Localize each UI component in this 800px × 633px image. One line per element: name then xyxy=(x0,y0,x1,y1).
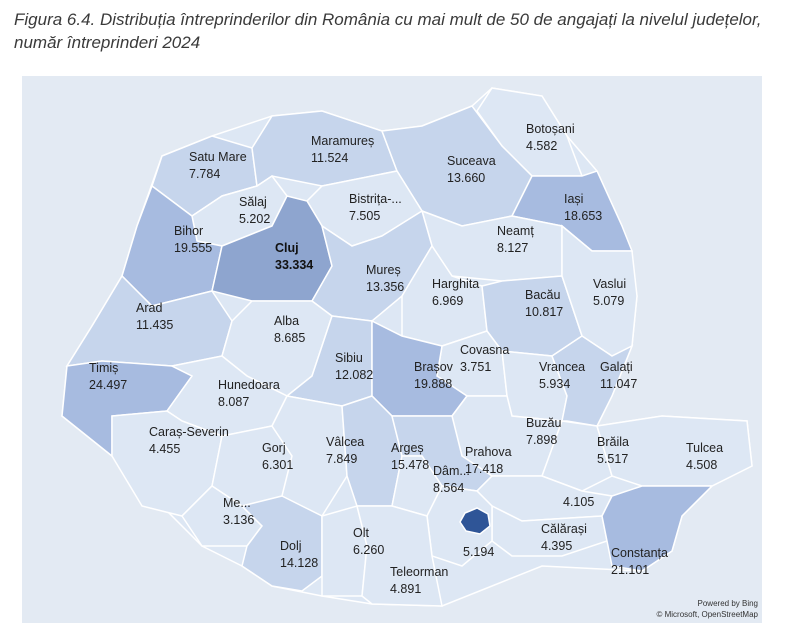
county-value-mures: 13.356 xyxy=(366,280,404,294)
county-name-caras: Caraș-Severin xyxy=(149,425,229,439)
county-shape-constanta[interactable] xyxy=(601,485,714,572)
county-value-covasna: 3.751 xyxy=(460,360,491,374)
county-name-vrancea: Vrancea xyxy=(539,360,585,374)
county-name-neamt: Neamț xyxy=(497,224,534,238)
county-value-satu-mare: 7.784 xyxy=(189,167,220,181)
county-labels: Satu Mare 7.784 Maramureș 11.524 Botoșani 4.5… xyxy=(89,122,723,596)
county-name-sibiu: Sibiu xyxy=(335,351,363,365)
county-name-hunedoara: Hunedoara xyxy=(218,378,280,392)
county-value-teleorman: 4.891 xyxy=(390,582,421,596)
county-value-mehedinti: 3.136 xyxy=(223,513,254,527)
county-name-satu-mare: Satu Mare xyxy=(189,150,247,164)
attribution-powered: Powered by Bing xyxy=(697,599,758,608)
county-value-galati: 11.047 xyxy=(600,377,637,391)
county-value-iasi: 18.653 xyxy=(564,209,602,223)
county-name-teleorman: Teleorman xyxy=(390,565,448,579)
county-shape-galati[interactable] xyxy=(551,335,634,427)
county-name-braila: Brăila xyxy=(597,435,629,449)
romania-map[interactable]: Satu Mare 7.784 Maramureș 11.524 Botoșani 4.5… xyxy=(22,76,762,623)
county-name-dambovita: Dâm... xyxy=(433,464,470,478)
county-name-olt: Olt xyxy=(353,526,370,540)
county-value-prahova: 17.418 xyxy=(465,462,503,476)
county-value-botosani: 4.582 xyxy=(526,139,557,153)
county-value-arad: 11.435 xyxy=(136,318,173,332)
county-value-dambovita: 8.564 xyxy=(433,481,464,495)
county-value-harghita: 6.969 xyxy=(432,294,463,308)
county-shape-teleorman[interactable] xyxy=(356,505,443,607)
county-name-prahova: Prahova xyxy=(465,445,512,459)
county-name-valcea: Vâlcea xyxy=(326,435,364,449)
county-value-bihor: 19.555 xyxy=(174,241,212,255)
county-value-braila: 5.517 xyxy=(597,452,628,466)
county-name-iasi: Iași xyxy=(564,192,583,206)
county-name-calarasi: Călărași xyxy=(541,522,587,536)
county-value-olt: 6.260 xyxy=(353,543,384,557)
county-shape-bucuresti[interactable] xyxy=(459,507,491,535)
county-value-tulcea: 4.508 xyxy=(686,458,717,472)
county-value-buzau: 7.898 xyxy=(526,433,557,447)
county-name-bacau: Bacău xyxy=(525,288,560,302)
county-value-arges: 15.478 xyxy=(391,458,429,472)
county-value-alba: 8.685 xyxy=(274,331,305,345)
figure-title-line1: Figura 6.4. Distribuția întreprinderilor… xyxy=(14,10,762,29)
county-value-vrancea: 5.934 xyxy=(539,377,570,391)
figure-title: Figura 6.4. Distribuția întreprinderilor… xyxy=(14,8,790,54)
county-name-salaj: Sălaj xyxy=(239,195,267,209)
county-name-dolj: Dolj xyxy=(280,539,302,553)
county-name-gorj: Gorj xyxy=(262,441,286,455)
figure-title-line2: număr întreprinderi 2024 xyxy=(14,33,201,52)
county-value-caras: 4.455 xyxy=(149,442,180,456)
county-value-calarasi: 4.395 xyxy=(541,539,572,553)
county-name-mures: Mureș xyxy=(366,263,401,277)
county-value-brasov: 19.888 xyxy=(414,377,452,391)
county-value-neamt: 8.127 xyxy=(497,241,528,255)
county-name-maramures: Maramureș xyxy=(311,134,374,148)
county-shape-braila[interactable] xyxy=(541,420,613,492)
county-shape-dolj[interactable] xyxy=(240,495,323,592)
county-name-vaslui: Vaslui xyxy=(593,277,626,291)
county-name-galati: Galați xyxy=(600,360,633,374)
county-value-bacau: 10.817 xyxy=(525,305,563,319)
county-name-arges: Argeș xyxy=(391,441,424,455)
county-value-maramures: 11.524 xyxy=(311,151,348,165)
county-value-sibiu: 12.082 xyxy=(335,368,373,382)
county-name-cluj: Cluj xyxy=(275,241,299,255)
county-name-suceava: Suceava xyxy=(447,154,496,168)
county-name-botosani: Botoșani xyxy=(526,122,575,136)
county-name-constanta: Constanța xyxy=(611,546,668,560)
county-name-buzau: Buzău xyxy=(526,416,561,430)
county-name-tulcea: Tulcea xyxy=(686,441,723,455)
county-value-vaslui: 5.079 xyxy=(593,294,624,308)
county-value-dolj: 14.128 xyxy=(280,556,318,570)
county-name-bihor: Bihor xyxy=(174,224,203,238)
county-name-timis: Timiș xyxy=(89,361,118,375)
county-shape-calarasi[interactable] xyxy=(491,504,608,557)
county-value-constanta: 21.101 xyxy=(611,563,649,577)
attribution-copyright: © Microsoft, OpenStreetMap xyxy=(656,610,759,619)
county-value-gorj: 6.301 xyxy=(262,458,293,472)
county-value-ialomita: 4.105 xyxy=(563,495,594,509)
county-value-giurgiu: 5.194 xyxy=(463,545,494,559)
county-value-suceava: 13.660 xyxy=(447,171,485,185)
county-value-bistrita: 7.505 xyxy=(349,209,380,223)
county-name-harghita: Harghita xyxy=(432,277,479,291)
county-value-cluj: 33.334 xyxy=(275,258,313,272)
county-value-timis: 24.497 xyxy=(89,378,127,392)
county-name-covasna: Covasna xyxy=(460,343,509,357)
county-name-arad: Arad xyxy=(136,301,162,315)
county-shape-tulcea[interactable] xyxy=(596,415,753,487)
county-name-mehedinti: Me... xyxy=(223,496,251,510)
county-name-brasov: Brașov xyxy=(414,360,454,374)
county-shape-giurgiu[interactable] xyxy=(426,485,493,567)
county-name-alba: Alba xyxy=(274,314,299,328)
county-value-salaj: 5.202 xyxy=(239,212,270,226)
county-value-hunedoara: 8.087 xyxy=(218,395,249,409)
map-canvas: Satu Mare 7.784 Maramureș 11.524 Botoșani 4.5… xyxy=(61,87,753,607)
county-name-bistrita: Bistrița-... xyxy=(349,192,402,206)
county-value-valcea: 7.849 xyxy=(326,452,357,466)
